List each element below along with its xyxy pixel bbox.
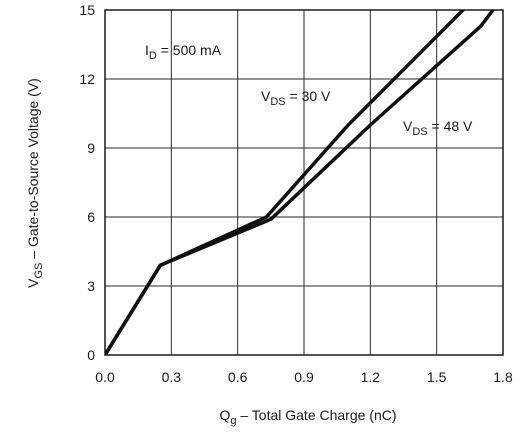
series-label-vds-30: VDS = 30 V [261, 88, 331, 108]
x-tick-label: 0.3 [162, 369, 182, 385]
x-tick-label: 1.8 [493, 369, 513, 385]
x-tick-label: 1.5 [427, 369, 447, 385]
x-tick-label: 1.2 [361, 369, 381, 385]
y-tick-label: 6 [87, 209, 95, 225]
x-tick-label: 0.0 [95, 369, 115, 385]
y-tick-label: 15 [79, 2, 95, 18]
y-tick-label: 12 [79, 71, 95, 87]
y-tick-label: 0 [87, 347, 95, 363]
series-line-vds-48 [105, 10, 496, 355]
series-layer [105, 10, 496, 355]
x-tick-labels: 0.0 0.3 0.6 0.9 1.2 1.5 1.8 [95, 369, 513, 385]
x-tick-label: 0.9 [294, 369, 314, 385]
x-axis-label: Qg – Total Gate Charge (nC) [219, 407, 396, 427]
y-tick-label: 9 [87, 140, 95, 156]
plot-frame [104, 9, 504, 356]
y-tick-label: 3 [87, 278, 95, 294]
y-tick-labels: 0 3 6 9 12 15 [79, 2, 95, 363]
series-label-vds-48: VDS = 48 V [403, 118, 473, 138]
annotation-drain-current: ID = 500 mA [145, 42, 222, 62]
x-tick-label: 0.6 [228, 369, 248, 385]
y-axis-label: VGS – Gate-to-Source Voltage (V) [25, 78, 45, 288]
